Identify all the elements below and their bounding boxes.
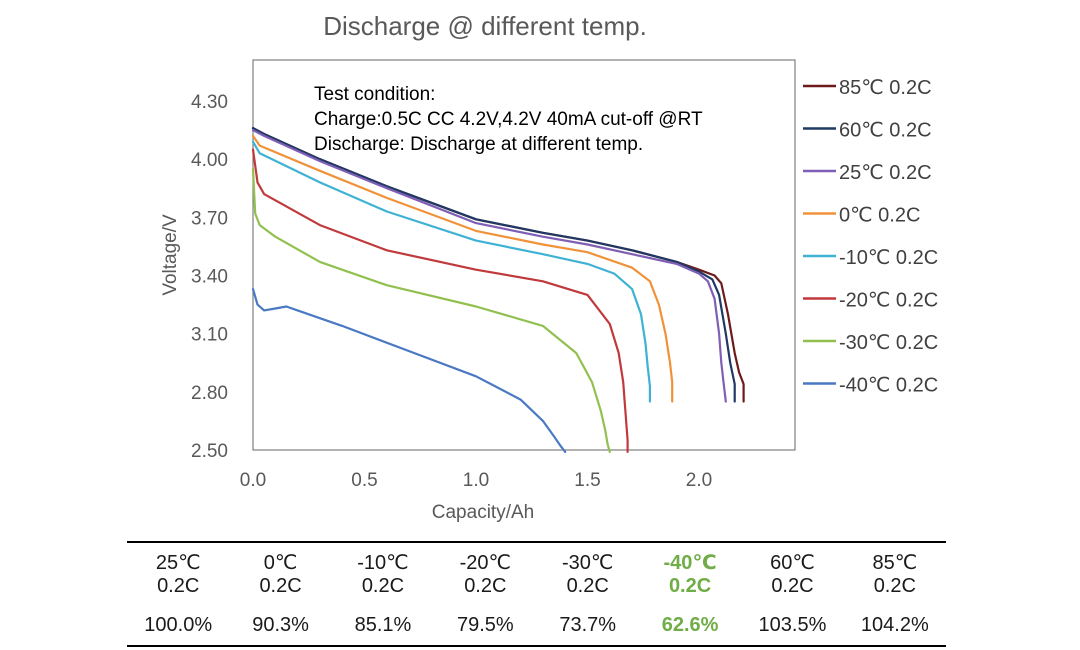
x-tick-label: 1.0 xyxy=(463,470,489,491)
y-tick-label: 2.80 xyxy=(191,383,228,404)
table-row-percent: 100.0% 90.3% 85.1% 79.5% 73.7% 62.6% 103.5% 104… xyxy=(127,605,946,646)
legend-label: -20℃ 0.2C xyxy=(839,290,938,312)
table-cell: -40℃ xyxy=(663,551,717,574)
legend-label: 85℃ 0.2C xyxy=(839,77,932,99)
table-cell: 0.2C xyxy=(873,575,916,597)
table-cell: 100.0% xyxy=(144,613,213,636)
table-cell: 104.2% xyxy=(860,613,929,636)
y-tick-label: 3.40 xyxy=(191,267,228,288)
table-cell: 103.5% xyxy=(758,613,827,636)
series-line-25C xyxy=(251,129,727,403)
table-cell: 79.5% xyxy=(456,613,514,636)
table-cell: 85.1% xyxy=(354,613,412,636)
series-line--20C xyxy=(251,148,629,453)
table-cell: 73.7% xyxy=(559,613,617,636)
chart-title: Discharge @ different temp. xyxy=(323,11,647,41)
legend-label: 0℃ 0.2C xyxy=(839,205,920,227)
legend-label: 60℃ 0.2C xyxy=(839,120,932,142)
table-row-rate: 0.2C 0.2C 0.2C 0.2C 0.2C 0.2C 0.2C 0.2C xyxy=(127,575,946,605)
table-cell: 0.2C xyxy=(361,575,405,597)
legend-item: -20℃ 0.2C xyxy=(803,290,938,312)
series-line--10C xyxy=(251,140,652,403)
y-axis-label: Voltage/V xyxy=(160,214,181,296)
legend-item: 0℃ 0.2C xyxy=(803,205,920,227)
table-cell: 0.2C xyxy=(668,575,712,597)
legend-label: -10℃ 0.2C xyxy=(839,247,938,269)
table-cell: 0.2C xyxy=(464,575,507,597)
table-row-temperature: 25℃ 0℃ -10℃ -20℃ -30℃ -40℃ 60℃ 85℃ xyxy=(127,542,946,575)
annotation-line: Discharge: Discharge at different temp. xyxy=(314,134,643,155)
discharge-chart: Discharge @ different temp. 2.50 2.80 3.10… xyxy=(160,11,938,523)
table-cell: 60℃ xyxy=(770,551,815,574)
table-cell: 0.2C xyxy=(157,575,200,597)
legend: 85℃ 0.2C 60℃ 0.2C 25℃ 0.2C 0℃ 0.2C -10℃ 0.2C… xyxy=(803,77,938,397)
table-cell: -10℃ xyxy=(357,551,409,574)
plot-area xyxy=(252,59,796,451)
table-cell: 25℃ xyxy=(155,551,201,574)
legend-item: 25℃ 0.2C xyxy=(803,162,932,184)
y-tick-label: 2.50 xyxy=(191,441,228,462)
table-cell: -30℃ xyxy=(562,551,614,574)
legend-label: -40℃ 0.2C xyxy=(839,375,938,397)
legend-item: -30℃ 0.2C xyxy=(803,332,938,354)
annotation-line: Charge:0.5C CC 4.2V,4.2V 40mA cut-off @R… xyxy=(314,109,703,130)
series-line-0C xyxy=(251,134,674,403)
table-cell: 62.6% xyxy=(661,613,719,636)
table-cell: 0℃ xyxy=(263,551,298,574)
y-tick-label: 4.30 xyxy=(191,92,228,113)
y-tick-label: 3.70 xyxy=(191,208,228,229)
legend-label: -30℃ 0.2C xyxy=(839,332,938,354)
series-line--30C xyxy=(251,167,611,453)
x-axis-label: Capacity/Ah xyxy=(432,502,534,523)
x-tick-label: 0.0 xyxy=(240,470,266,491)
table-cell: -20℃ xyxy=(459,551,511,574)
legend-label: 25℃ 0.2C xyxy=(839,162,932,184)
series-line--40C xyxy=(251,288,567,453)
legend-item: 85℃ 0.2C xyxy=(803,77,932,99)
legend-item: -10℃ 0.2C xyxy=(803,247,938,269)
y-tick-label: 4.00 xyxy=(191,150,228,171)
table-cell: 90.3% xyxy=(252,613,309,636)
table-cell: 0.2C xyxy=(771,575,814,597)
table-cell: 0.2C xyxy=(566,575,609,597)
annotation-line: Test condition: xyxy=(314,84,435,105)
legend-item: 60℃ 0.2C xyxy=(803,120,932,142)
legend-item: -40℃ 0.2C xyxy=(803,375,938,397)
series-line-60C xyxy=(251,127,736,403)
table-cell: 0.2C xyxy=(259,575,302,597)
y-tick-label: 3.10 xyxy=(191,325,228,346)
x-axis-ticks: 0.0 0.5 1.0 1.5 2.0 xyxy=(240,470,712,491)
x-tick-label: 0.5 xyxy=(351,470,377,491)
x-tick-label: 1.5 xyxy=(574,470,600,491)
capacity-retention-table: 25℃ 0℃ -10℃ -20℃ -30℃ -40℃ 60℃ 85℃ 0.2C 0.2C 0.2C… xyxy=(127,541,946,647)
series-layer xyxy=(251,127,745,453)
y-axis-ticks: 2.50 2.80 3.10 3.40 3.70 4.00 4.30 xyxy=(191,92,228,462)
table-cell: 85℃ xyxy=(872,551,918,574)
test-condition-annotation: Test condition: Charge:0.5C CC 4.2V,4.2V… xyxy=(314,84,703,155)
x-tick-label: 2.0 xyxy=(686,470,712,491)
